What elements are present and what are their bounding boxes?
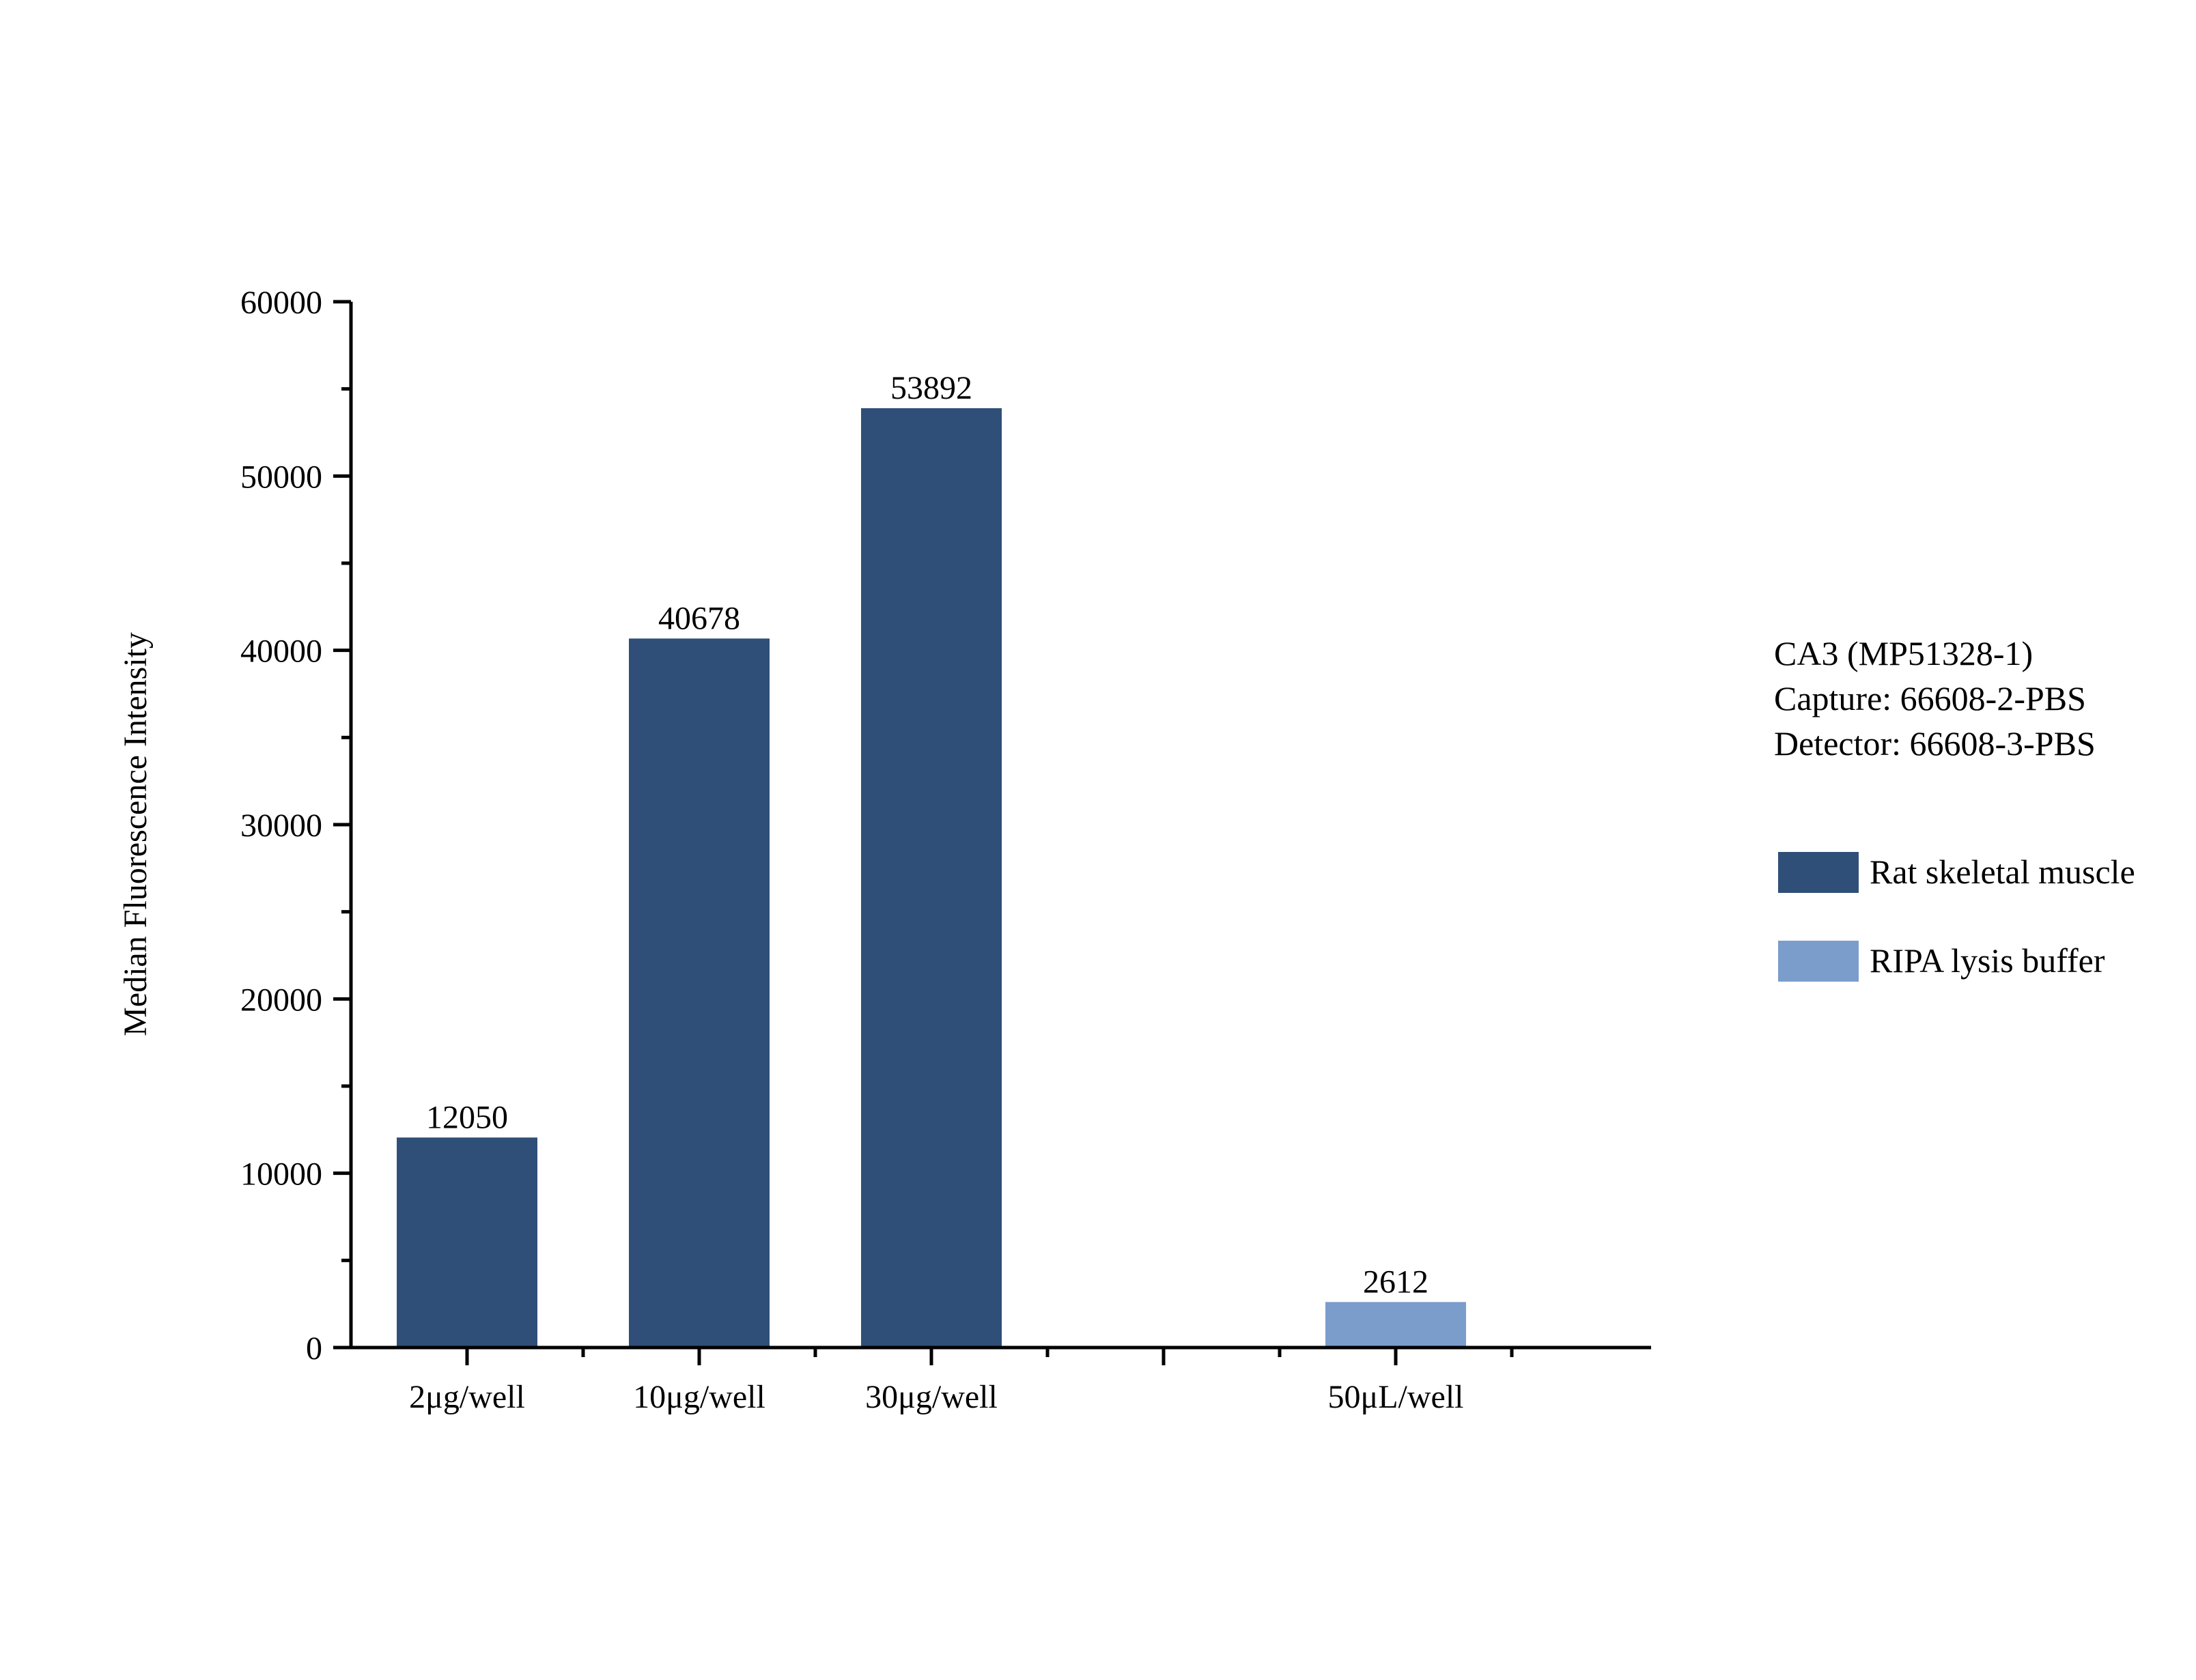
annotation-group: CA3 (MP51328-1) Capture: 66608-2-PBS Detec… (1774, 634, 2096, 763)
x-tick-label-0-0: 2μg/well (409, 1379, 525, 1415)
legend-swatch-0 (1778, 852, 1859, 893)
data-label-0-1: 40678 (658, 600, 740, 636)
bar-0-1 (629, 638, 770, 1348)
data-label-0-0: 12050 (426, 1099, 508, 1135)
x-tick-label-0-2: 30μg/well (865, 1379, 998, 1415)
data-labels-group: 12050 40678 53892 2612 (426, 370, 1428, 1300)
y-tick-label-0: 0 (306, 1330, 322, 1367)
y-tick-label-5: 50000 (240, 459, 322, 495)
bar-0-2 (861, 408, 1002, 1348)
legend-group: Rat skeletal muscle RIPA lysis buffer (1778, 852, 2135, 982)
x-tick-label-0-1: 10μg/well (633, 1379, 765, 1415)
y-tick-label-1: 10000 (240, 1156, 322, 1193)
x-tick-label-1-0: 50μL/well (1327, 1379, 1463, 1415)
y-tick-label-2: 20000 (240, 982, 322, 1018)
y-ticks-group: 0 10000 20000 30000 40000 50000 60000 (240, 285, 351, 1367)
y-axis-title: Median Fluorescence Intensity (117, 632, 154, 1036)
y-tick-label-4: 40000 (240, 633, 322, 670)
y-tick-label-6: 60000 (240, 285, 322, 321)
y-tick-label-3: 30000 (240, 808, 322, 844)
bar-1-0 (1325, 1302, 1466, 1348)
x-ticks-group: 2μg/well 10μg/well 30μg/well 50μL/well (409, 1348, 1514, 1415)
legend-label-1: RIPA lysis buffer (1870, 941, 2105, 980)
bar-0-0 (397, 1137, 537, 1348)
legend-label-0: Rat skeletal muscle (1870, 853, 2135, 891)
y-axis-title-group: Median Fluorescence Intensity (117, 632, 154, 1036)
data-label-1-0: 2612 (1363, 1264, 1428, 1300)
legend-swatch-1 (1778, 941, 1859, 982)
annotation-line-2: Detector: 66608-3-PBS (1774, 724, 2096, 763)
annotation-line-0: CA3 (MP51328-1) (1774, 634, 2033, 672)
annotation-line-1: Capture: 66608-2-PBS (1774, 679, 2086, 717)
data-label-0-2: 53892 (890, 370, 972, 406)
bars-group (397, 408, 1466, 1348)
